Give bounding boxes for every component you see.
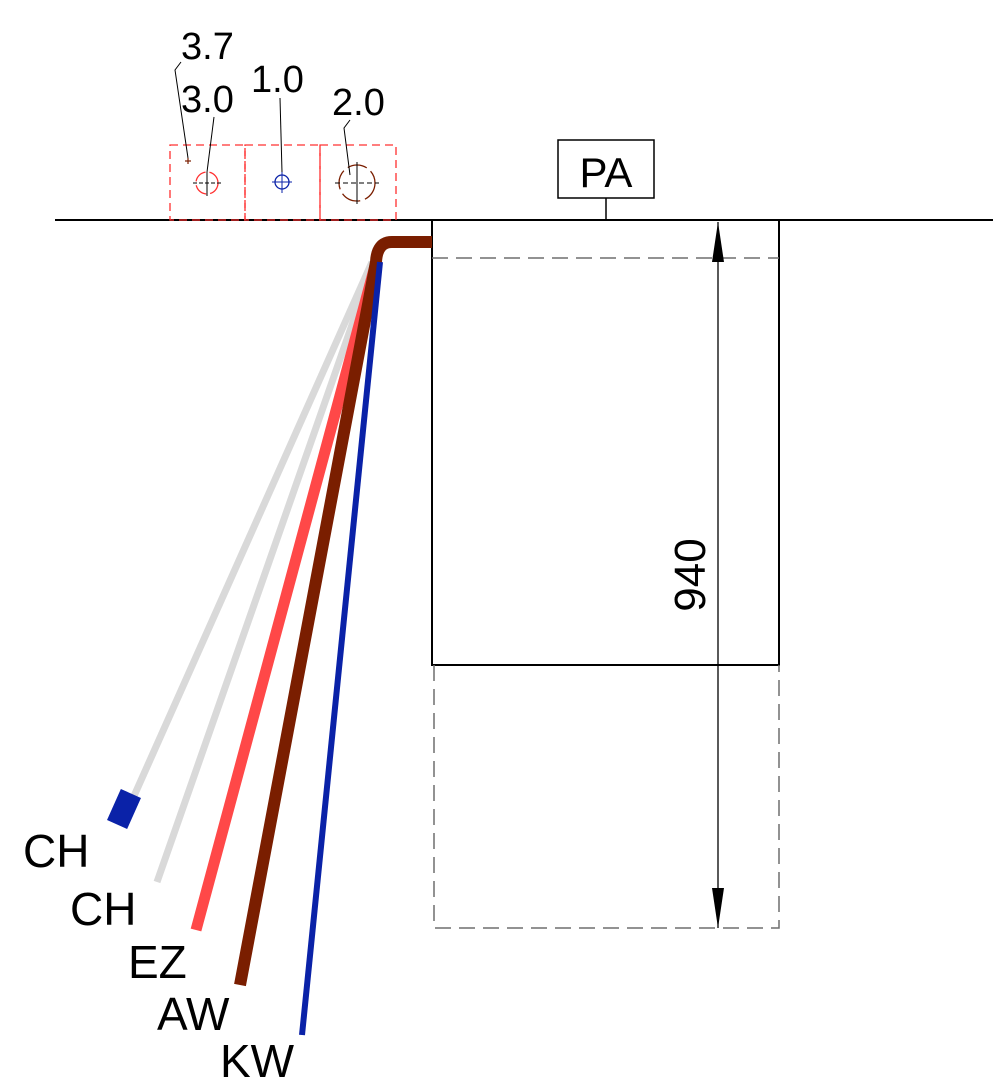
leader-line-3-0 bbox=[206, 116, 215, 173]
pipe-label-ez: EZ bbox=[128, 936, 187, 988]
pipe-line-kw bbox=[299, 261, 383, 1036]
pa-tag-box bbox=[557, 139, 655, 199]
pipe-line-ez bbox=[190, 260, 382, 932]
pipe-label-ch-2: CH bbox=[70, 883, 136, 935]
crosshair-icon-3-7 bbox=[185, 158, 191, 164]
pipe-line-ch-2 bbox=[153, 260, 378, 884]
symbol-label-2-0: 2.0 bbox=[332, 82, 385, 124]
pipe-line-aw bbox=[234, 236, 432, 987]
pipe-label-kw: KW bbox=[220, 1035, 295, 1079]
pa-reference-tag: PA bbox=[557, 139, 655, 220]
pipe-label-ch-1: CH bbox=[23, 825, 89, 877]
pipe-end-cap-ch-1 bbox=[107, 788, 141, 830]
sleeve-box-left bbox=[169, 144, 246, 221]
symbol-label-3-0: 3.0 bbox=[181, 79, 234, 121]
leader-line-3-7 bbox=[174, 61, 189, 159]
pipe-line-ch-1 bbox=[126, 260, 376, 807]
symbol-group: 3.7 3.0 1.0 2.0 bbox=[169, 26, 397, 221]
dimension-940: 940 bbox=[666, 222, 724, 928]
dimension-arrow-top bbox=[712, 222, 724, 262]
symbol-label-3-7: 3.7 bbox=[181, 26, 234, 68]
dimension-label: 940 bbox=[666, 538, 715, 611]
symbol-label-1-0: 1.0 bbox=[251, 59, 304, 101]
pa-tag-label: PA bbox=[580, 149, 633, 196]
pipe-symbol-icon-1-0 bbox=[272, 172, 292, 193]
sleeve-box-right bbox=[319, 144, 397, 221]
leader-line-1-0 bbox=[279, 97, 283, 173]
pipe-label-aw: AW bbox=[157, 988, 230, 1040]
pipe-symbol-icon-3-0 bbox=[193, 171, 221, 196]
dimension-arrow-bottom bbox=[712, 888, 724, 928]
fixture-box bbox=[431, 219, 780, 666]
leader-line-2-0 bbox=[343, 119, 351, 176]
pipe-symbol-icon-2-0 bbox=[335, 162, 379, 204]
sleeve-box-mid bbox=[244, 144, 321, 221]
fixture-extension-dashed bbox=[433, 665, 780, 929]
pipe-bundle bbox=[107, 236, 432, 1036]
